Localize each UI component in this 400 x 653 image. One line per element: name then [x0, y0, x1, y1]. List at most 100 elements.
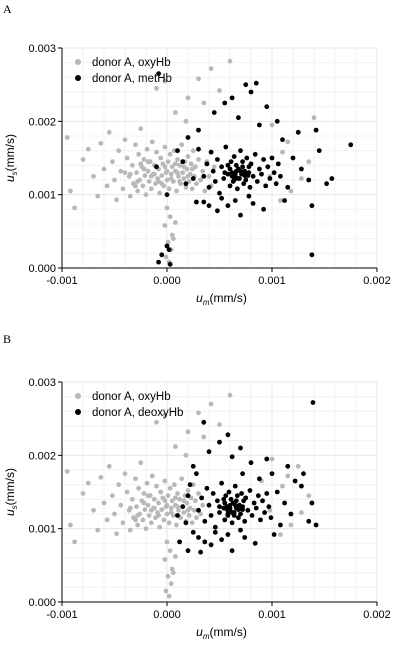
- data-point: [175, 491, 180, 496]
- data-point: [227, 183, 233, 189]
- data-point: [282, 500, 287, 506]
- data-point: [222, 500, 228, 506]
- data-point: [206, 173, 212, 179]
- data-point: [148, 520, 154, 526]
- data-point: [122, 137, 128, 143]
- data-point: [167, 151, 173, 157]
- data-point: [238, 148, 243, 154]
- data-point: [162, 144, 168, 150]
- data-point: [225, 532, 231, 537]
- data-point: [225, 432, 231, 438]
- data-point: [201, 100, 207, 106]
- data-point: [112, 177, 117, 183]
- data-point: [164, 177, 170, 183]
- data-point: [175, 170, 180, 176]
- data-point: [135, 188, 141, 194]
- y-tick-label: 0.001: [28, 190, 56, 202]
- data-point: [167, 548, 173, 554]
- legend-marker: [75, 393, 81, 399]
- data-point: [249, 513, 255, 518]
- data-point: [269, 471, 275, 477]
- data-point: [299, 176, 304, 181]
- data-point: [252, 151, 258, 157]
- data-point: [166, 247, 172, 253]
- data-point: [114, 197, 119, 203]
- data-point: [215, 498, 220, 504]
- data-point: [165, 159, 171, 165]
- data-point: [244, 155, 250, 161]
- data-point: [245, 507, 251, 513]
- y-tick-label: 0.000: [28, 597, 56, 609]
- data-point: [134, 504, 139, 510]
- data-point: [196, 410, 201, 416]
- data-point: [242, 518, 248, 524]
- data-point: [196, 491, 201, 496]
- series-oxyhb-points: [64, 58, 317, 265]
- data-point: [167, 261, 173, 267]
- data-point: [215, 208, 220, 214]
- data-point: [238, 445, 243, 451]
- data-point: [192, 498, 198, 504]
- x-tick-label: 0.001: [258, 275, 286, 287]
- data-point: [200, 502, 206, 508]
- data-point: [259, 171, 264, 177]
- data-point: [239, 491, 244, 496]
- data-point: [248, 89, 254, 95]
- data-point: [274, 489, 280, 495]
- data-point: [142, 507, 148, 512]
- data-point: [292, 478, 298, 484]
- data-point: [243, 177, 249, 183]
- data-point: [162, 478, 168, 484]
- y-tick-label: 0.003: [28, 43, 56, 55]
- data-point: [265, 164, 271, 170]
- data-point: [278, 532, 283, 537]
- data-point: [221, 496, 227, 502]
- data-point: [189, 166, 195, 172]
- data-point: [257, 166, 262, 172]
- data-point: [189, 520, 195, 526]
- data-point: [280, 137, 285, 143]
- data-point: [290, 155, 296, 161]
- data-point: [295, 463, 301, 469]
- data-point: [243, 495, 249, 501]
- data-point: [106, 129, 112, 135]
- data-point: [164, 243, 170, 249]
- data-point: [152, 496, 157, 502]
- data-point: [299, 166, 304, 172]
- scatter-plot-a: -0.001 0.000 0.001 0.0020.0000.0010.0020.00…: [3, 43, 391, 307]
- data-point: [157, 190, 163, 196]
- data-point: [206, 203, 212, 209]
- data-point: [288, 522, 294, 528]
- data-point: [208, 513, 214, 518]
- data-point: [228, 159, 234, 165]
- data-point: [175, 157, 180, 162]
- data-point: [310, 400, 316, 405]
- data-point: [225, 162, 231, 168]
- data-point: [164, 192, 170, 198]
- data-point: [159, 507, 165, 512]
- panel-label: A: [3, 2, 12, 16]
- data-point: [255, 493, 261, 499]
- x-axis-title: um(mm/s): [196, 291, 247, 307]
- data-point: [227, 58, 233, 64]
- data-point: [156, 513, 162, 518]
- data-point: [185, 135, 191, 140]
- data-point: [229, 95, 235, 101]
- data-point: [154, 419, 159, 425]
- data-point: [133, 476, 138, 482]
- data-point: [180, 170, 186, 176]
- data-point: [222, 170, 228, 176]
- data-point: [247, 488, 253, 493]
- data-point: [204, 485, 210, 491]
- data-point: [196, 146, 201, 152]
- data-point: [185, 507, 191, 513]
- data-point: [124, 155, 130, 161]
- data-point: [217, 88, 222, 93]
- data-point: [176, 173, 181, 179]
- data-point: [116, 482, 122, 488]
- data-point: [185, 493, 191, 499]
- data-point: [177, 179, 183, 184]
- data-point: [196, 157, 201, 162]
- data-point: [212, 179, 218, 184]
- data-point: [158, 489, 164, 495]
